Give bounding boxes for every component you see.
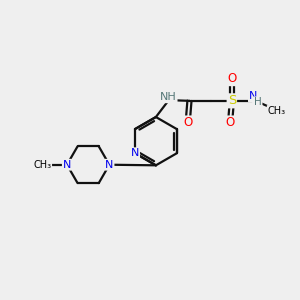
Text: N: N <box>131 148 139 158</box>
Text: O: O <box>227 72 236 85</box>
Text: O: O <box>226 116 235 129</box>
Text: O: O <box>183 116 193 129</box>
Text: N: N <box>249 92 257 101</box>
Text: NH: NH <box>160 92 177 102</box>
Text: N: N <box>105 160 114 170</box>
Text: H: H <box>254 97 262 107</box>
Text: S: S <box>228 94 236 107</box>
Text: N: N <box>63 160 71 170</box>
Text: CH₃: CH₃ <box>268 106 286 116</box>
Text: CH₃: CH₃ <box>33 160 51 170</box>
